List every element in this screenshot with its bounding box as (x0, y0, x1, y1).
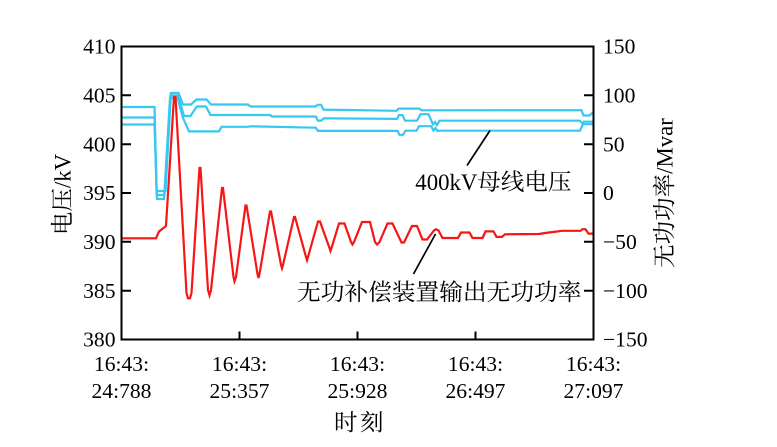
svg-text:50: 50 (603, 132, 625, 156)
svg-text:24:788: 24:788 (92, 379, 152, 403)
svg-text:150: 150 (603, 35, 635, 59)
svg-text:395: 395 (83, 181, 115, 205)
svg-text:0: 0 (603, 181, 614, 205)
svg-text:380: 380 (83, 328, 115, 352)
svg-text:400: 400 (83, 132, 115, 156)
svg-text:16:43:: 16:43: (448, 352, 503, 376)
svg-text:405: 405 (83, 84, 115, 108)
svg-text:400kV: 400kV (415, 170, 478, 195)
svg-text:25:928: 25:928 (328, 379, 388, 403)
svg-text:16:43:: 16:43: (94, 352, 149, 376)
svg-text:27:097: 27:097 (564, 379, 624, 403)
svg-text:16:43:: 16:43: (212, 352, 267, 376)
svg-text:26:497: 26:497 (446, 379, 506, 403)
svg-text:/Mvar: /Mvar (653, 118, 678, 174)
svg-text:/kV: /kV (51, 153, 76, 188)
svg-text:−100: −100 (603, 279, 648, 303)
svg-text:390: 390 (83, 230, 115, 254)
svg-text:16:43:: 16:43: (566, 352, 621, 376)
svg-text:16:43:: 16:43: (330, 352, 385, 376)
svg-text:100: 100 (603, 84, 635, 108)
svg-text:−50: −50 (603, 230, 637, 254)
svg-text:25:357: 25:357 (210, 379, 270, 403)
svg-text:−150: −150 (603, 328, 648, 352)
svg-text:385: 385 (83, 279, 115, 303)
svg-text:410: 410 (83, 35, 115, 59)
